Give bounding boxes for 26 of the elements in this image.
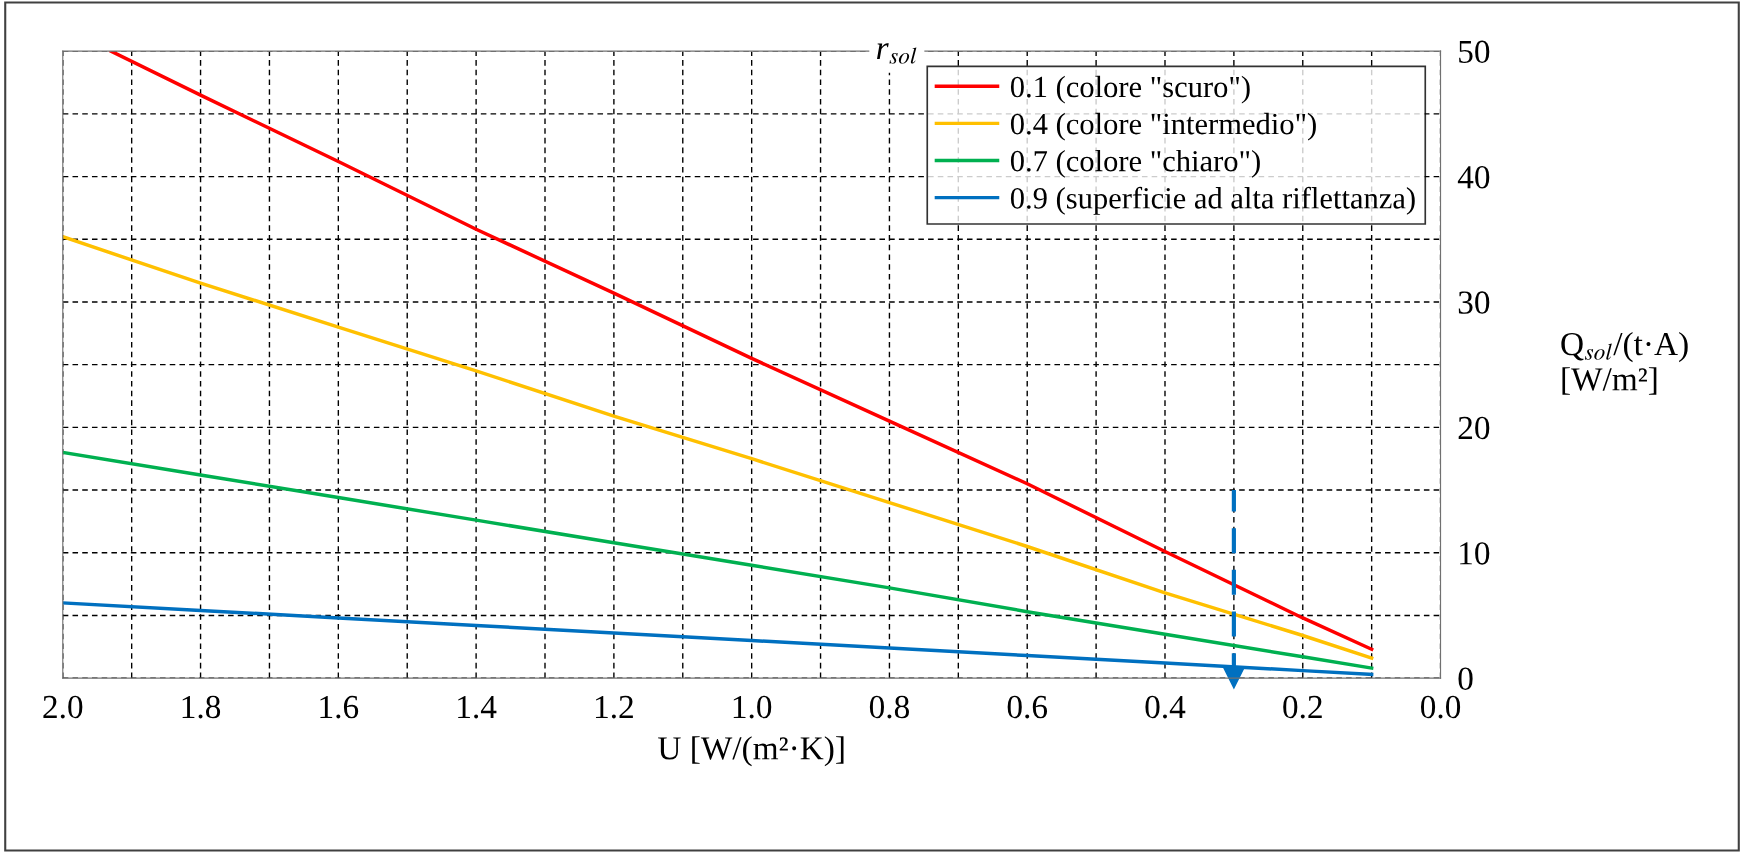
line-series xyxy=(62,235,1374,660)
x-tick-label: 1.2 xyxy=(595,695,633,719)
y-tick-label: 50 xyxy=(1459,40,1490,64)
legend-label: 0.7 (colore "chiaro") xyxy=(1010,149,1260,178)
y-tick-label: 40 xyxy=(1457,165,1490,189)
x-tick-label: 1.0 xyxy=(733,695,772,719)
line-series xyxy=(62,450,1374,670)
y-tick-label: 30 xyxy=(1458,291,1490,314)
legend-title: r$_{sol}$ xyxy=(877,43,917,64)
legend-label: 0.4 (colore "intermedio") xyxy=(1010,112,1316,141)
x-tick-label: 2.0 xyxy=(43,695,83,719)
x-tick-label: 0.8 xyxy=(869,695,909,719)
legend-label: 0.9 (superficie ad alta riflettanza) xyxy=(1010,186,1415,215)
x-tick-label: 0.6 xyxy=(1007,695,1048,719)
y-tick-label: 10 xyxy=(1460,542,1490,565)
x-tick-label: 1.4 xyxy=(458,695,497,719)
legend-label: 0.1 (colore "scuro") xyxy=(1010,75,1250,104)
y-tick-label: 20 xyxy=(1458,416,1490,440)
y-axis-title: Q$_{sol}$/(t·A) [W/m²] xyxy=(1561,331,1688,395)
x-tick-label: 1.6 xyxy=(320,695,359,719)
x-tick-label: 1.8 xyxy=(182,695,221,719)
x-tick-label: 0.2 xyxy=(1283,695,1322,719)
x-tick-label: 0.4 xyxy=(1145,695,1186,719)
x-tick-label: 0.0 xyxy=(1420,695,1461,719)
y-tick-label: 0 xyxy=(1458,667,1473,691)
x-axis-title: U [W/(m²·K)] xyxy=(658,736,844,767)
